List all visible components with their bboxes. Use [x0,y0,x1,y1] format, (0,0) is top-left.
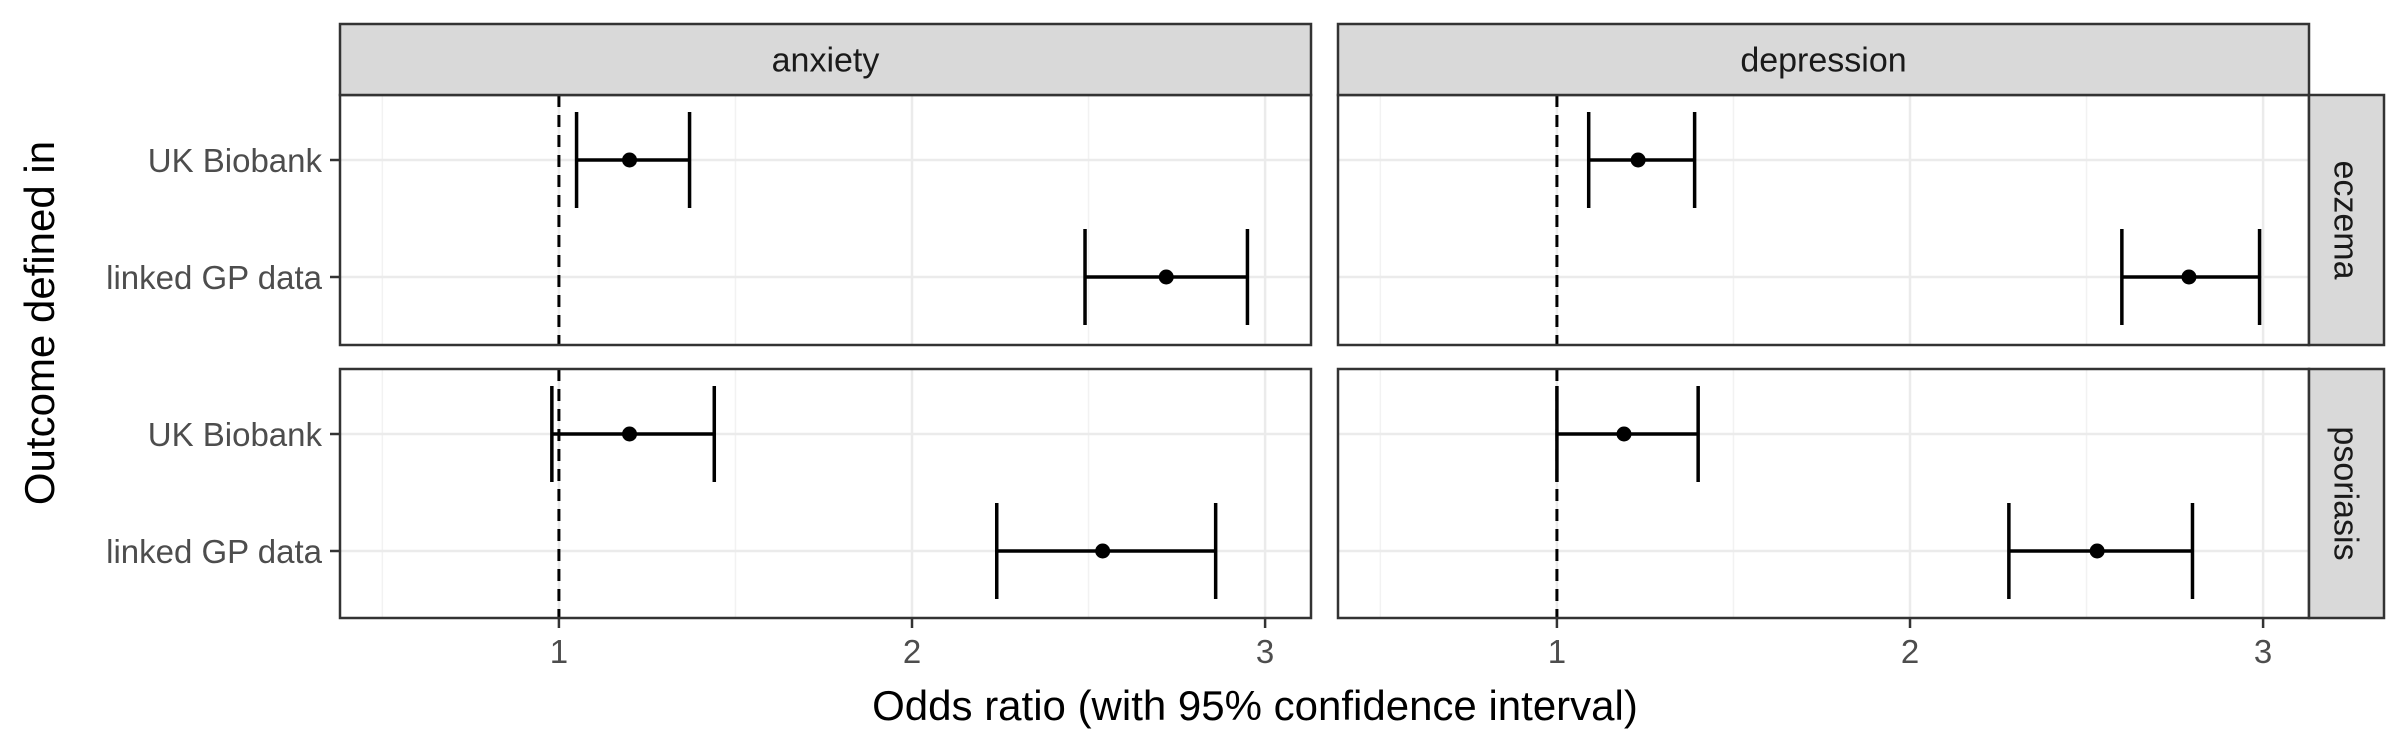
x-tick-label: 1 [1548,633,1566,670]
row-strip [2307,367,2386,620]
reference-line-layer [557,95,1559,618]
y-tick-label: UK Biobank [148,416,323,453]
estimate-point [1616,426,1632,442]
estimate-point [1158,269,1174,285]
y-axis-title: Outcome defined in [16,141,63,505]
column-strip-label: depression [1740,42,1906,80]
estimate-point [622,152,638,168]
y-tick-label: UK Biobank [148,142,323,179]
axis-layer: UK Biobank linked GP data UK Biobank linked… [106,142,2272,670]
panel-background [340,369,1311,618]
estimate-point [622,426,638,442]
panel-background [340,95,1311,345]
grid-layer [340,95,2309,618]
column-strip-label: anxiety [772,42,880,80]
estimate-point [2181,269,2197,285]
y-tick-label: linked GP data [106,533,323,570]
column-strip [1336,22,2311,97]
column-strip [338,22,1313,97]
estimate-point [1095,543,1111,559]
x-tick-label: 3 [2254,633,2272,670]
strip-layer: anxiety depression eczema psoriasis [338,22,2386,620]
marks-layer [550,112,2262,599]
panel-background [1338,369,2309,618]
panel-background [1338,95,2309,345]
panel-border [338,367,1313,620]
x-tick-label: 2 [903,633,921,670]
y-tick-label: linked GP data [106,259,323,296]
x-tick-label: 1 [550,633,568,670]
estimate-point [1630,152,1646,168]
row-strip-label: psoriasis [2327,426,2365,560]
x-axis-title: Odds ratio (with 95% confidence interval… [872,682,1638,729]
estimate-point [2089,543,2105,559]
row-strip [2307,93,2386,347]
x-tick-label: 2 [1901,633,1919,670]
row-strip-label: eczema [2327,160,2365,279]
x-tick-label: 3 [1256,633,1274,670]
